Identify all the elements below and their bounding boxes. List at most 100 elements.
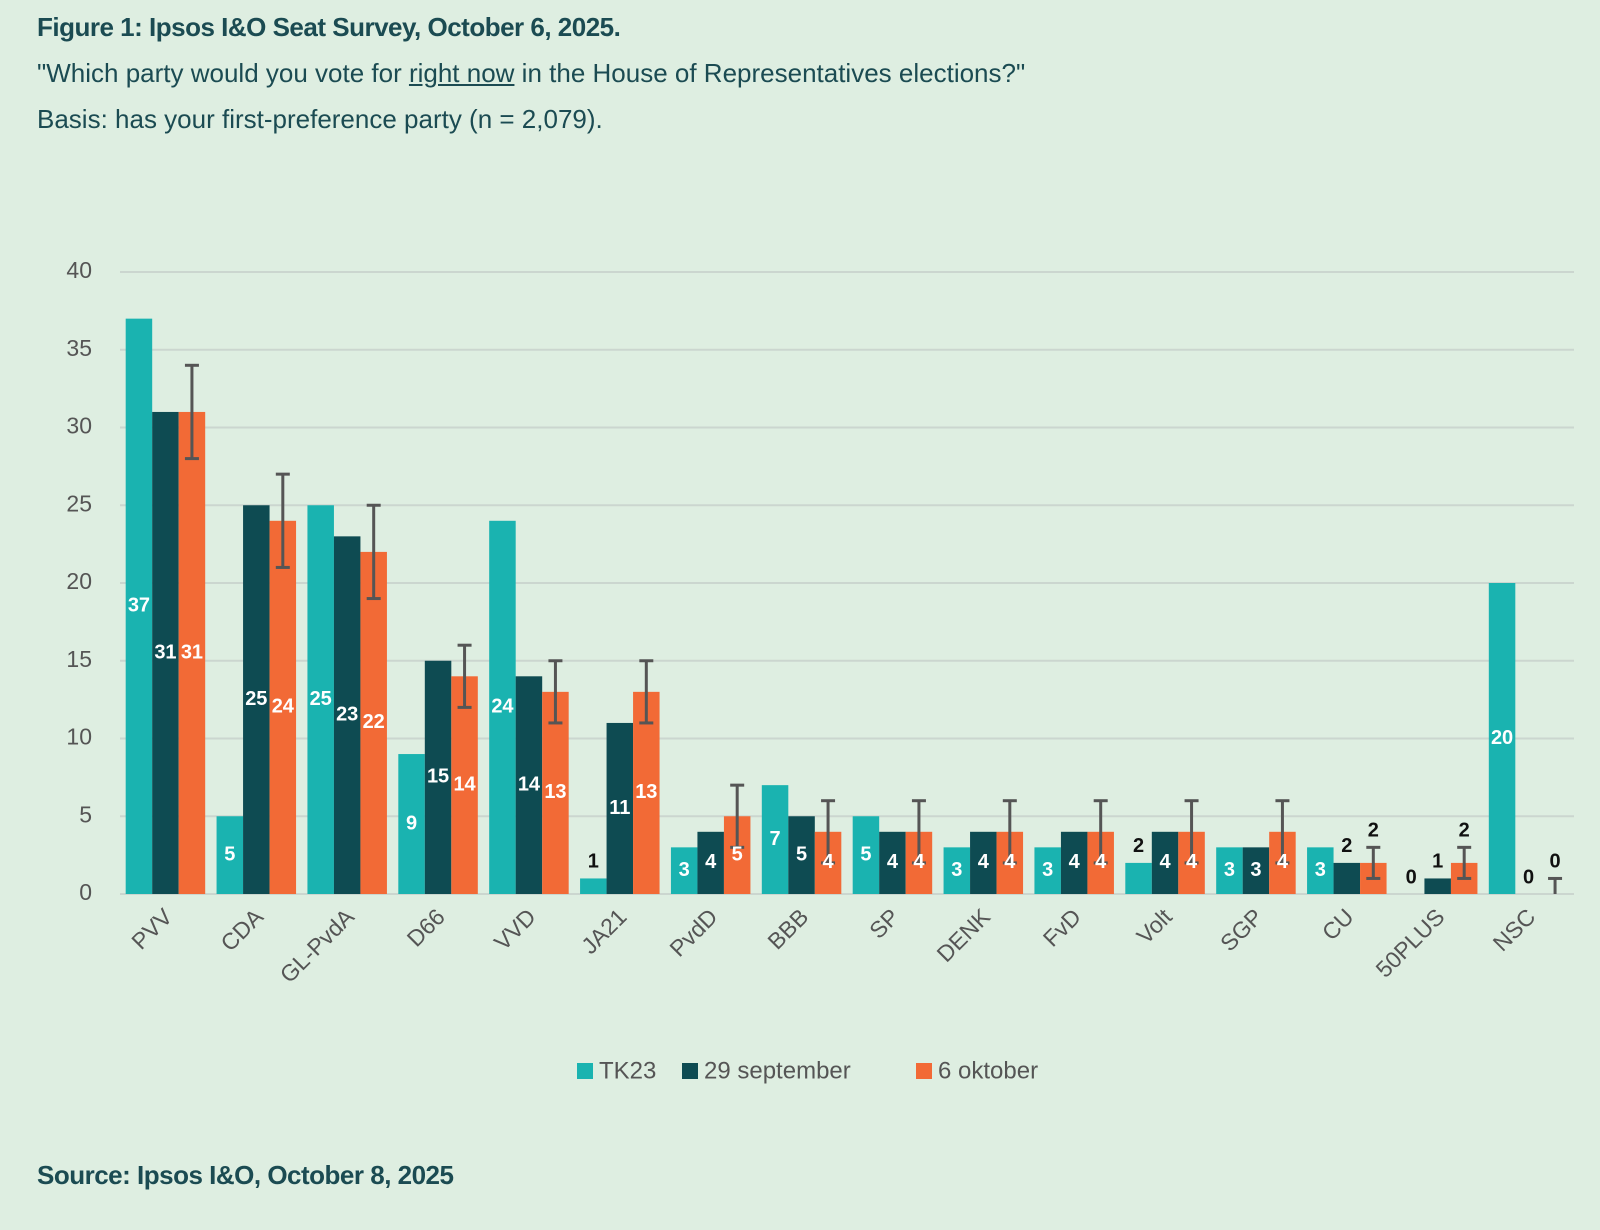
bar: [152, 411, 179, 894]
source: Source: Ipsos I&O, October 8, 2025: [37, 1160, 454, 1190]
error-bar: [1002, 799, 1017, 865]
x-tick-label: PvdD: [664, 903, 722, 961]
x-tick-label: BBB: [762, 903, 813, 954]
bar: [943, 847, 971, 894]
bar: [852, 816, 880, 894]
x-tick-label: DENK: [932, 903, 996, 967]
bar: [879, 831, 906, 894]
data-label: 4: [978, 851, 990, 873]
legend-label: 29 september: [704, 1057, 851, 1084]
data-label: 4: [887, 851, 899, 873]
bar: [1151, 831, 1179, 894]
bar: [1216, 847, 1243, 894]
error-bar: [548, 659, 563, 725]
x-tick-label: D66: [402, 903, 450, 951]
data-label: 9: [406, 812, 417, 834]
data-label: 13: [635, 781, 657, 803]
data-label: 3: [1315, 859, 1326, 881]
bar: [1125, 862, 1152, 894]
bar: [398, 754, 425, 894]
data-label: 3: [1224, 859, 1235, 881]
bar: [451, 676, 478, 894]
data-label: 2: [1133, 835, 1144, 857]
data-label: 3: [1250, 859, 1261, 881]
data-label: 3: [951, 859, 962, 881]
x-tick-label: JA21: [576, 903, 631, 958]
error-bar: [1366, 845, 1381, 880]
legend: TK23 29 september 6 oktober: [577, 1057, 1038, 1084]
x-tick-label: Volt: [1131, 903, 1177, 949]
bar: [243, 505, 270, 894]
data-label: 1: [1432, 851, 1443, 873]
data-label: 4: [1004, 851, 1016, 873]
error-bar: [457, 643, 472, 709]
y-tick-label: 35: [66, 335, 92, 361]
plot-area: [125, 318, 1563, 894]
legend-swatch: [682, 1063, 698, 1079]
bar: [489, 520, 516, 894]
data-label: 0: [1523, 866, 1534, 888]
bar: [178, 411, 206, 894]
bar: [697, 831, 724, 894]
legend-label: TK23: [599, 1057, 656, 1084]
x-tick-label: SGP: [1215, 903, 1268, 956]
bar: [633, 691, 660, 894]
subtitle-text: "Which party would you vote for: [37, 58, 409, 88]
y-tick-label: 0: [79, 879, 92, 905]
data-label: 31: [181, 641, 203, 663]
error-bar: [639, 659, 654, 725]
data-label: 25: [245, 688, 267, 710]
bar: [333, 536, 361, 894]
error-bar: [366, 503, 381, 601]
data-label: 14: [518, 773, 541, 795]
y-tick-label: 25: [66, 490, 92, 516]
error-bar: [1457, 845, 1472, 880]
data-label: 3: [1042, 859, 1053, 881]
data-label: 13: [544, 781, 566, 803]
data-label: 2: [1459, 820, 1470, 842]
legend-swatch: [916, 1063, 932, 1079]
data-label: 4: [1095, 851, 1107, 873]
x-tick-label: SP: [864, 903, 904, 943]
bar: [606, 722, 634, 894]
error-bar: [1548, 876, 1563, 894]
bar: [1333, 862, 1361, 894]
y-tick-label: 5: [79, 801, 92, 827]
data-label: 31: [154, 641, 176, 663]
data-label: 25: [310, 688, 332, 710]
x-tick-label: CDA: [215, 903, 268, 956]
data-label: 23: [336, 703, 358, 725]
error-bar: [1093, 799, 1108, 865]
bar: [788, 816, 815, 894]
x-tick-label: FvD: [1038, 903, 1086, 951]
bar: [1424, 878, 1451, 894]
data-label: 3: [679, 859, 690, 881]
y-tick-label: 40: [66, 257, 92, 283]
bar: [1060, 831, 1088, 894]
data-label: 37: [128, 595, 150, 617]
bar: [542, 691, 569, 894]
x-tick-label: VVD: [489, 903, 541, 955]
bar: [515, 676, 543, 894]
data-label: 4: [1186, 851, 1198, 873]
bar: [216, 816, 244, 894]
data-label: 0: [1406, 866, 1417, 888]
data-label: 24: [491, 696, 514, 718]
bar: [1307, 847, 1334, 894]
error-bar: [1184, 799, 1199, 865]
subtitle-text: in the House of Representatives election…: [514, 58, 1026, 88]
data-label: 5: [796, 843, 807, 865]
subtitle: "Which party would you vote for right no…: [37, 58, 1025, 89]
x-tick-label: CU: [1317, 903, 1359, 945]
y-tick-label: 20: [66, 568, 92, 594]
x-tick-label: NSC: [1488, 903, 1541, 956]
error-bar: [275, 472, 290, 569]
x-tick-label: GL-PvdA: [275, 903, 360, 988]
y-tick-label: 30: [66, 413, 92, 439]
data-label: 5: [732, 843, 743, 865]
error-bar: [911, 799, 926, 865]
y-tick-label: 10: [66, 724, 92, 750]
